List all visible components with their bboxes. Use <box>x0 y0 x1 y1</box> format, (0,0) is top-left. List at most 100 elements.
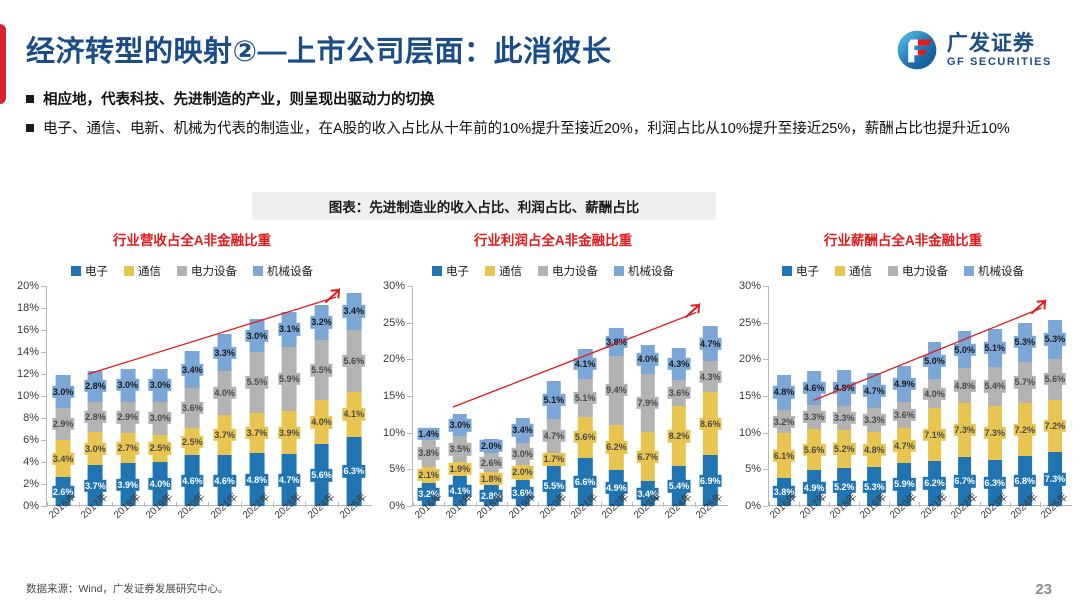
bar-column[interactable]: 6.9% 8.6% 4.3% 4.7% <box>695 286 726 506</box>
legend-item[interactable]: 机械设备 <box>964 263 1024 279</box>
bar-segment[interactable]: 2.7% <box>116 433 139 464</box>
bar-segment[interactable]: 5.4% <box>983 366 1006 407</box>
bar-segment[interactable]: 3.8% <box>772 478 796 506</box>
bar-segment[interactable]: 7.3% <box>953 403 976 457</box>
bar-segment[interactable]: 7.9% <box>636 374 659 432</box>
bar-segment[interactable]: 3.4% <box>51 440 75 478</box>
bar-segment[interactable]: 4.7% <box>542 418 566 454</box>
bar-segment[interactable]: 4.6% <box>213 455 236 506</box>
bar-segment[interactable]: 7.3% <box>1043 452 1067 506</box>
bar-segment[interactable]: 7.3% <box>983 406 1006 460</box>
bar-segment[interactable]: 4.6% <box>181 455 204 506</box>
bar-segment[interactable]: 3.0% <box>51 375 75 409</box>
bar-segment[interactable]: 4.8% <box>832 370 856 406</box>
bar-segment[interactable]: 4.0% <box>213 370 236 415</box>
legend-item[interactable]: 电力设备 <box>177 263 237 279</box>
legend-item[interactable]: 电子 <box>782 263 819 279</box>
bar-column[interactable]: 6.3% 7.3% 5.4% 5.1% <box>980 286 1010 506</box>
legend-item[interactable]: 机械设备 <box>614 263 674 279</box>
bar-segment[interactable]: 5.2% <box>832 429 856 468</box>
bar-column[interactable]: 4.9% 5.6% 3.3% 4.6% <box>799 286 829 506</box>
bar-column[interactable]: 6.8% 7.2% 5.7% 5.3% <box>1010 286 1040 506</box>
bar-segment[interactable]: 6.2% <box>605 424 628 471</box>
bar-segment[interactable]: 4.6% <box>802 371 826 405</box>
legend-item[interactable]: 电力设备 <box>888 263 948 279</box>
bar-segment[interactable]: 8.2% <box>667 406 691 467</box>
bar-segment[interactable]: 6.7% <box>953 456 976 506</box>
bar-segment[interactable]: 5.6% <box>310 444 333 506</box>
legend-item[interactable]: 电力设备 <box>538 263 598 279</box>
bar-column[interactable]: 6.3% 4.1% 5.6% 3.4% <box>338 286 370 506</box>
bar-segment[interactable]: 2.9% <box>116 401 139 434</box>
bar-segment[interactable]: 7.1% <box>923 408 946 461</box>
bar-segment[interactable]: 3.0% <box>116 368 139 402</box>
bar-segment[interactable]: 3.1% <box>277 312 301 347</box>
legend-item[interactable]: 通信 <box>124 263 161 279</box>
bar-segment[interactable]: 6.3% <box>983 459 1006 506</box>
legend-item[interactable]: 通信 <box>485 263 522 279</box>
bar-column[interactable]: 6.2% 7.1% 4.0% 5.0% <box>919 286 949 506</box>
bar-segment[interactable]: 4.9% <box>605 470 628 506</box>
bar-segment[interactable]: 3.0% <box>84 432 107 466</box>
bar-column[interactable]: 5.6% 4.0% 5.5% 3.2% <box>305 286 337 506</box>
bar-column[interactable]: 5.2% 5.2% 3.3% 4.8% <box>829 286 859 506</box>
legend-item[interactable]: 电子 <box>432 263 469 279</box>
bar-column[interactable]: 5.4% 8.2% 3.6% 4.3% <box>663 286 694 506</box>
bar-segment[interactable]: 4.7% <box>893 428 916 463</box>
bar-segment[interactable]: 5.1% <box>542 381 566 419</box>
bar-segment[interactable]: 1.7% <box>542 453 566 466</box>
bar-segment[interactable]: 6.3% <box>342 436 366 506</box>
bar-segment[interactable]: 8.6% <box>699 392 722 456</box>
bar-segment[interactable]: 3.9% <box>277 411 301 455</box>
bar-segment[interactable]: 6.2% <box>923 460 946 506</box>
bar-segment[interactable]: 4.8% <box>245 453 269 506</box>
bar-segment[interactable]: 3.0% <box>511 442 534 465</box>
legend-item[interactable]: 电子 <box>71 263 108 279</box>
bar-segment[interactable]: 4.0% <box>636 344 659 374</box>
bar-segment[interactable]: 3.4% <box>342 292 366 330</box>
bar-segment[interactable]: 5.4% <box>667 466 691 506</box>
bar-segment[interactable]: 3.8% <box>605 327 628 356</box>
bar-segment[interactable]: 1.9% <box>448 462 472 476</box>
bar-segment[interactable]: 3.7% <box>245 412 269 454</box>
bar-segment[interactable]: 5.3% <box>1013 322 1037 362</box>
bar-segment[interactable]: 3.2% <box>310 304 333 340</box>
bar-segment[interactable]: 3.8% <box>417 439 440 468</box>
bar-column[interactable]: 3.9% 2.7% 2.9% 3.0% <box>112 286 144 506</box>
bar-segment[interactable]: 3.4% <box>636 481 659 506</box>
bar-segment[interactable]: 4.3% <box>699 360 722 393</box>
bar-segment[interactable]: 7.2% <box>1013 403 1037 457</box>
bar-column[interactable]: 6.7% 7.3% 4.8% 5.0% <box>950 286 980 506</box>
bar-segment[interactable]: 5.6% <box>342 330 366 392</box>
bar-column[interactable]: 4.6% 2.5% 3.6% 3.4% <box>176 286 208 506</box>
bar-column[interactable]: 3.7% 3.0% 2.8% 2.8% <box>79 286 111 506</box>
bar-segment[interactable]: 5.5% <box>245 352 269 413</box>
bar-segment[interactable]: 2.0% <box>479 438 503 454</box>
bar-segment[interactable]: 3.6% <box>893 401 916 429</box>
bar-segment[interactable]: 5.3% <box>863 467 886 506</box>
bar-segment[interactable]: 6.7% <box>636 431 659 482</box>
bar-segment[interactable]: 9.4% <box>605 355 628 425</box>
bar-column[interactable]: 3.8% 6.1% 3.2% 4.8% <box>769 286 799 506</box>
bar-segment[interactable]: 5.6% <box>573 416 597 458</box>
bar-segment[interactable]: 5.2% <box>832 467 856 506</box>
bar-segment[interactable]: 2.5% <box>148 434 172 462</box>
bar-segment[interactable]: 4.1% <box>573 349 597 380</box>
bar-column[interactable]: 3.6% 2.0% 3.0% 3.4% <box>507 286 538 506</box>
bar-segment[interactable]: 6.1% <box>772 433 796 479</box>
bar-column[interactable]: 4.8% 3.7% 5.5% 3.0% <box>241 286 273 506</box>
bar-segment[interactable]: 5.1% <box>573 379 597 417</box>
bar-segment[interactable]: 2.5% <box>181 427 204 456</box>
bar-segment[interactable]: 4.0% <box>148 462 172 506</box>
bar-segment[interactable]: 2.6% <box>479 453 503 473</box>
bar-column[interactable]: 4.0% 2.5% 3.0% 3.0% <box>144 286 176 506</box>
bar-column[interactable]: 2.8% 1.8% 2.6% 2.0% <box>476 286 507 506</box>
bar-segment[interactable]: 5.0% <box>923 342 946 380</box>
bar-segment[interactable]: 5.5% <box>542 465 566 506</box>
bar-segment[interactable]: 3.6% <box>511 479 534 506</box>
bar-segment[interactable]: 2.0% <box>511 464 534 480</box>
bar-column[interactable]: 6.6% 5.6% 5.1% 4.1% <box>569 286 600 506</box>
legend-item[interactable]: 通信 <box>835 263 872 279</box>
bar-segment[interactable]: 5.6% <box>802 429 826 471</box>
bar-segment[interactable]: 1.4% <box>417 427 440 441</box>
